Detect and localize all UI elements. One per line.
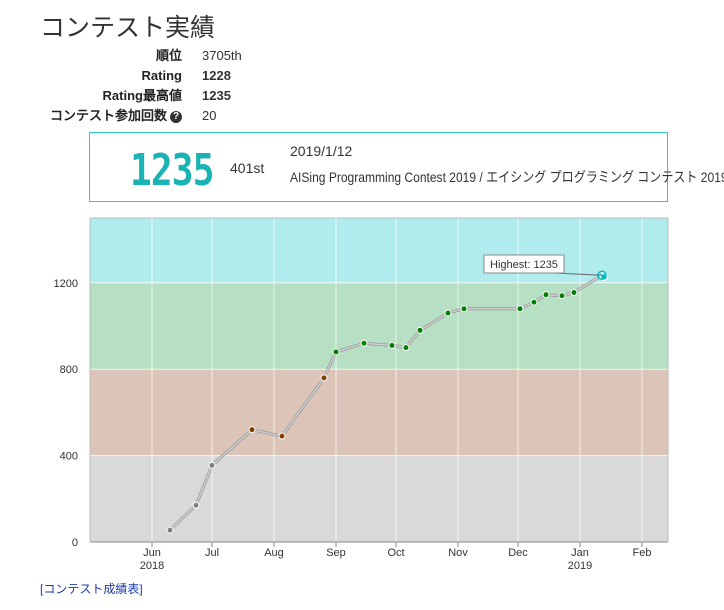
- x-tick-label: Oct: [387, 547, 404, 559]
- rating-point: [278, 432, 286, 440]
- rating-point: [192, 501, 200, 509]
- page-title: コンテスト実績: [40, 14, 216, 42]
- rating-point: [360, 339, 368, 347]
- stats-table: 順位 3705th Rating 1228 Rating最高値 1235 コンテ…: [20, 48, 242, 128]
- y-tick-label: 800: [60, 364, 78, 376]
- rating-point: [460, 305, 468, 313]
- rating-point: [388, 341, 396, 349]
- y-tick-label: 400: [60, 451, 78, 463]
- card-rating: 1235: [130, 145, 214, 196]
- stats-value: 3705th: [202, 48, 242, 63]
- rating-point: [444, 309, 452, 317]
- y-tick-label: 1200: [54, 278, 78, 290]
- x-tick-label: Nov: [448, 547, 468, 559]
- stats-label: 順位: [155, 48, 182, 63]
- rating-status-card: 1235 401st 2019/1/12 AISing Programming …: [89, 132, 724, 202]
- y-tick-label: 0: [72, 537, 78, 549]
- card-contest-name: AISing Programming Contest 2019 / エイシング …: [290, 169, 724, 185]
- stats-value: 20: [202, 108, 217, 123]
- x-tick-label: Feb: [633, 547, 652, 559]
- rating-point: [558, 292, 566, 300]
- x-tick-label: Aug: [264, 547, 284, 559]
- card-date: 2019/1/12: [290, 143, 353, 159]
- stats-label: Rating最高値: [102, 88, 182, 103]
- rating-point: [248, 426, 256, 434]
- stats-row-rank: 順位 3705th: [20, 48, 242, 68]
- x-tick-label: Jan: [571, 547, 589, 559]
- rating-point: [402, 344, 410, 352]
- rating-band: [90, 369, 668, 456]
- rating-band: [90, 282, 668, 370]
- rating-point: [332, 348, 340, 356]
- stats-label: コンテスト参加回数: [49, 108, 167, 123]
- x-tick-label: Jun: [143, 547, 161, 559]
- question-circle-icon[interactable]: ?: [170, 110, 182, 123]
- contest-history-link[interactable]: [コンテスト成績表]: [40, 582, 143, 596]
- rating-band: [90, 218, 668, 283]
- stats-value: 1228: [202, 68, 231, 83]
- stats-value: 1235: [202, 88, 231, 103]
- x-tick-year-label: 2018: [140, 560, 164, 572]
- rating-point: [570, 289, 578, 297]
- rating-point: [516, 305, 524, 313]
- highest-callout-box: [483, 254, 565, 274]
- highest-callout-label: Highest: 1235: [490, 259, 558, 271]
- stats-label-count: コンテスト参加回数?: [20, 108, 202, 128]
- stats-label: Rating: [141, 68, 182, 83]
- stats-row-rating: Rating 1228: [20, 68, 242, 88]
- rating-point: [530, 298, 538, 306]
- card-rank: 401st: [230, 160, 265, 176]
- x-tick-year-label: 2019: [568, 560, 592, 572]
- x-tick-label: Sep: [326, 547, 346, 559]
- rating-band: [90, 455, 668, 542]
- rating-point: [542, 291, 550, 299]
- rating-point: [416, 326, 424, 334]
- rating-point: [320, 374, 328, 382]
- x-tick-label: Dec: [508, 547, 528, 559]
- stats-row-count: コンテスト参加回数? 20: [20, 108, 242, 128]
- x-tick-label: Jul: [205, 547, 219, 559]
- stats-row-highest: Rating最高値 1235: [20, 88, 242, 108]
- rating-point: [208, 461, 216, 469]
- rating-point: [166, 526, 174, 534]
